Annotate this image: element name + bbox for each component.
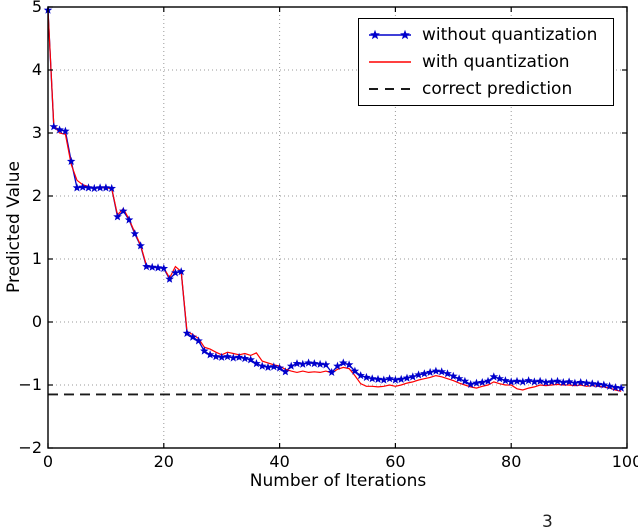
x-tick-label: 80 bbox=[501, 452, 522, 471]
y-tick-label: 2 bbox=[31, 186, 42, 205]
axes-frame bbox=[47, 6, 628, 449]
x-tick-label: 100 bbox=[611, 452, 638, 471]
x-tick-label: 40 bbox=[269, 452, 290, 471]
x-tick-label: 0 bbox=[42, 452, 54, 471]
legend-item-correct-prediction: correct prediction bbox=[367, 76, 609, 102]
y-tick-label: −2 bbox=[18, 438, 42, 457]
legend-label: correct prediction bbox=[422, 78, 573, 99]
y-tick-label: 4 bbox=[31, 60, 42, 79]
y-tick-label: −1 bbox=[18, 375, 42, 394]
legend-swatch-solid-line-icon bbox=[367, 54, 413, 70]
y-tick-label: 5 bbox=[31, 0, 42, 16]
y-tick-label: 1 bbox=[31, 249, 42, 268]
legend: without quantization with quantization c… bbox=[358, 18, 614, 106]
y-tick-label: 0 bbox=[31, 312, 42, 331]
legend-item-without-quantization: without quantization bbox=[367, 22, 609, 48]
caption-fragment: 3 bbox=[542, 512, 553, 532]
legend-item-with-quantization: with quantization bbox=[367, 49, 609, 75]
legend-label: without quantization bbox=[422, 25, 598, 46]
x-tick-label: 20 bbox=[153, 452, 174, 471]
legend-label: with quantization bbox=[422, 51, 570, 72]
x-axis-label: Number of Iterations bbox=[249, 471, 427, 491]
x-tick-label: 60 bbox=[385, 452, 406, 471]
y-tick-label: 3 bbox=[31, 123, 42, 142]
legend-swatch-line-star-icon bbox=[367, 27, 413, 43]
y-axis-label: Predicted Value bbox=[4, 161, 24, 293]
legend-swatch-dashed-line-icon bbox=[367, 81, 413, 97]
